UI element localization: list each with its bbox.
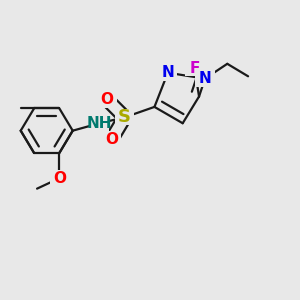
FancyBboxPatch shape <box>115 109 134 125</box>
Text: F: F <box>189 61 200 76</box>
Text: N: N <box>161 65 174 80</box>
FancyBboxPatch shape <box>158 64 178 81</box>
FancyBboxPatch shape <box>102 131 121 148</box>
FancyBboxPatch shape <box>97 91 117 108</box>
Text: S: S <box>118 108 131 126</box>
FancyBboxPatch shape <box>50 170 69 186</box>
Text: O: O <box>105 132 118 147</box>
FancyBboxPatch shape <box>90 115 109 131</box>
Text: NH: NH <box>87 116 112 131</box>
FancyBboxPatch shape <box>185 60 204 76</box>
Text: O: O <box>100 92 113 107</box>
FancyBboxPatch shape <box>195 70 214 87</box>
Text: O: O <box>53 171 66 186</box>
Text: N: N <box>199 71 212 86</box>
